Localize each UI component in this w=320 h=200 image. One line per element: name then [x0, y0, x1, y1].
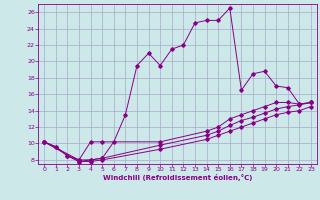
X-axis label: Windchill (Refroidissement éolien,°C): Windchill (Refroidissement éolien,°C): [103, 174, 252, 181]
